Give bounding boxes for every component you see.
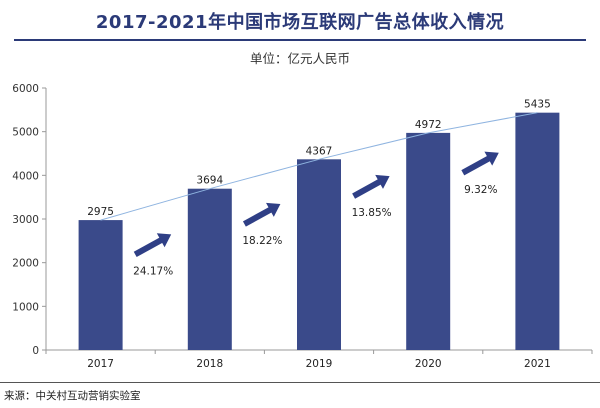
chart-title: 2017-2021年中国市场互联网广告总体收入情况 <box>95 12 505 33</box>
bar-2020 <box>406 132 451 350</box>
y-tick-label: 5000 <box>12 127 39 139</box>
growth-rate-label: 18.22% <box>242 235 282 247</box>
category-label-2021: 2021 <box>524 358 551 370</box>
value-label-2018: 3694 <box>196 175 223 187</box>
category-label-2019: 2019 <box>306 358 333 370</box>
value-label-2020: 4972 <box>415 119 442 131</box>
growth-arrow-head <box>375 174 390 189</box>
growth-arrow-shaft <box>242 204 276 227</box>
bar-2017 <box>78 220 123 350</box>
bar-2019 <box>297 159 341 350</box>
source-note: 来源：中关村互动营销实验室 <box>4 390 141 402</box>
unit-label: 单位：亿元人民币 <box>249 51 350 66</box>
y-tick-label: 0 <box>32 345 39 357</box>
growth-arrow-shaft <box>352 176 386 199</box>
source-divider <box>0 382 600 383</box>
title-divider <box>14 39 586 41</box>
y-tick-label: 6000 <box>12 83 39 95</box>
category-label-2020: 2020 <box>415 358 442 370</box>
growth-arrow-shaft <box>461 153 495 176</box>
growth-arrow-shaft <box>133 235 167 258</box>
category-label-2018: 2018 <box>196 358 223 370</box>
growth-arrow-head <box>266 202 281 217</box>
category-label-2017: 2017 <box>87 358 114 370</box>
value-label-2021: 5435 <box>524 99 551 111</box>
bar-2021 <box>515 112 560 351</box>
growth-arrow-head <box>484 151 499 166</box>
bar-2018 <box>187 188 232 350</box>
y-tick-label: 3000 <box>12 214 39 226</box>
growth-rate-label: 13.85% <box>352 207 392 219</box>
value-label-2019: 4367 <box>306 145 333 157</box>
trend-line <box>100 112 538 221</box>
growth-rate-label: 24.17% <box>133 265 173 277</box>
bar-chart: 0 1000 2000 3000 4000 5000 6000 2975 2017 3694 201… <box>12 83 593 370</box>
growth-rate-label: 9.32% <box>464 184 497 196</box>
value-label-2017: 2975 <box>87 206 114 218</box>
y-tick-label: 2000 <box>12 258 39 270</box>
y-tick-label: 1000 <box>12 301 39 313</box>
growth-arrow-head <box>156 233 172 248</box>
y-tick-label: 4000 <box>12 170 39 182</box>
